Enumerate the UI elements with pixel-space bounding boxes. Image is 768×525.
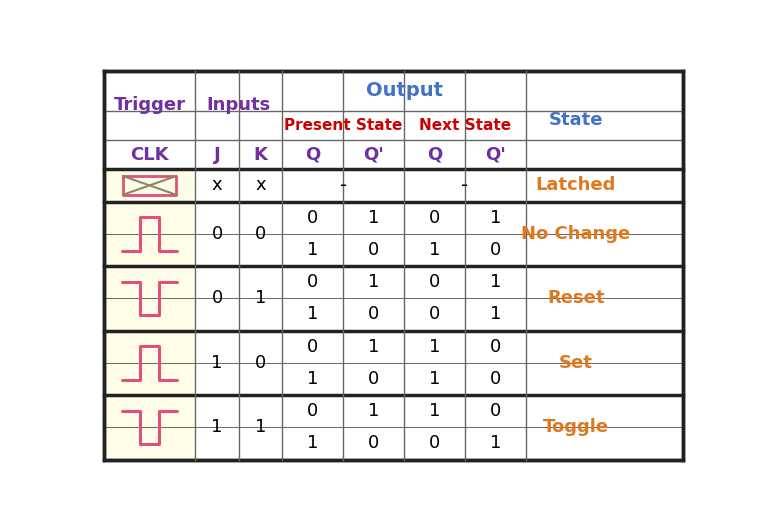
Text: 0: 0 <box>368 370 379 388</box>
Text: Reset: Reset <box>547 289 604 307</box>
Text: 1: 1 <box>307 306 319 323</box>
Text: 1: 1 <box>368 273 379 291</box>
Text: -: - <box>339 176 346 195</box>
Bar <box>104 395 195 459</box>
Text: No Change: No Change <box>521 225 631 243</box>
Text: x: x <box>255 176 266 194</box>
Text: 0: 0 <box>490 338 501 355</box>
Text: J: J <box>214 145 220 164</box>
Text: State: State <box>548 111 603 129</box>
Text: 0: 0 <box>255 225 266 243</box>
Text: 1: 1 <box>211 418 223 436</box>
Text: 0: 0 <box>490 370 501 388</box>
Text: 1: 1 <box>368 402 379 420</box>
Text: 1: 1 <box>429 370 440 388</box>
Text: 0: 0 <box>429 208 440 227</box>
Text: 0: 0 <box>429 273 440 291</box>
Text: Q': Q' <box>485 145 506 164</box>
Text: 0: 0 <box>307 402 319 420</box>
Text: 0: 0 <box>368 241 379 259</box>
Text: Inputs: Inputs <box>207 97 271 114</box>
Text: 0: 0 <box>490 402 501 420</box>
Text: Toggle: Toggle <box>542 418 609 436</box>
Text: Q: Q <box>305 145 320 164</box>
Text: 0: 0 <box>307 273 319 291</box>
Text: 0: 0 <box>211 289 223 307</box>
Text: 1: 1 <box>255 289 266 307</box>
Text: 1: 1 <box>307 241 319 259</box>
Text: Latched: Latched <box>535 176 616 194</box>
Text: 0: 0 <box>429 306 440 323</box>
Text: Set: Set <box>558 354 593 372</box>
Text: 1: 1 <box>255 418 266 436</box>
Text: 0: 0 <box>307 208 319 227</box>
Text: CLK: CLK <box>131 145 169 164</box>
Text: 1: 1 <box>490 434 501 453</box>
Text: 1: 1 <box>490 273 501 291</box>
Text: 1: 1 <box>307 434 319 453</box>
Text: 0: 0 <box>211 225 223 243</box>
Text: K: K <box>253 145 267 164</box>
Text: 0: 0 <box>490 241 501 259</box>
Text: Q': Q' <box>363 145 384 164</box>
Text: 1: 1 <box>368 338 379 355</box>
Text: 1: 1 <box>211 354 223 372</box>
Bar <box>104 169 195 202</box>
Text: Present State: Present State <box>284 118 402 133</box>
Text: 0: 0 <box>307 338 319 355</box>
Text: -: - <box>462 176 468 195</box>
Bar <box>104 202 195 266</box>
Text: 0: 0 <box>368 434 379 453</box>
Text: 1: 1 <box>368 208 379 227</box>
Text: 0: 0 <box>368 306 379 323</box>
Text: 0: 0 <box>255 354 266 372</box>
Text: Q: Q <box>427 145 442 164</box>
Text: 1: 1 <box>429 241 440 259</box>
Text: 0: 0 <box>429 434 440 453</box>
Text: 1: 1 <box>429 402 440 420</box>
Text: Output: Output <box>366 81 442 100</box>
Text: Next State: Next State <box>419 118 511 133</box>
Text: Trigger: Trigger <box>114 97 186 114</box>
Text: 1: 1 <box>429 338 440 355</box>
Bar <box>104 266 195 331</box>
Text: 1: 1 <box>490 208 501 227</box>
Text: x: x <box>212 176 223 194</box>
Text: 1: 1 <box>490 306 501 323</box>
Text: 1: 1 <box>307 370 319 388</box>
Bar <box>104 331 195 395</box>
